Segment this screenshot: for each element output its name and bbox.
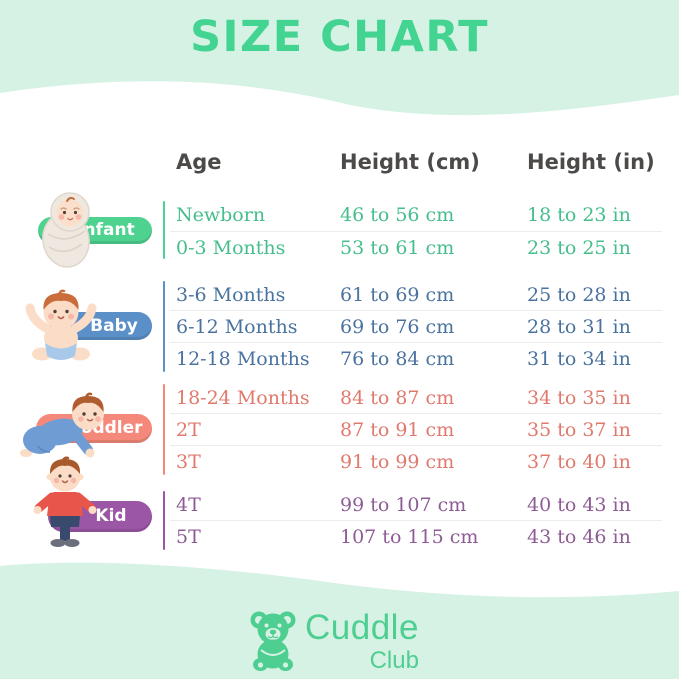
height-cm-cell: 91 to 99 cm [340, 451, 455, 473]
sitting-baby-illustration [25, 289, 97, 361]
baby-accent-line [163, 281, 165, 372]
table-row-5t: 5T 107 to 115 cm 43 to 46 in [0, 521, 679, 553]
teddy-bear-icon [250, 611, 296, 671]
height-cm-cell: 53 to 61 cm [340, 237, 455, 259]
height-in-cell: 18 to 23 in [527, 204, 631, 226]
age-cell: 18-24 Months [176, 387, 310, 409]
height-cm-cell: 99 to 107 cm [340, 494, 467, 516]
height-cm-cell: 107 to 115 cm [340, 526, 479, 548]
age-cell: 2T [176, 419, 201, 441]
age-cell: Newborn [176, 204, 266, 226]
standing-kid-illustration [33, 456, 97, 547]
crawling-toddler-illustration [20, 392, 104, 458]
height-cm-cell: 87 to 91 cm [340, 419, 455, 441]
column-header-height-cm: Height (cm) [340, 150, 480, 174]
height-in-cell: 31 to 34 in [527, 348, 631, 370]
row-divider [170, 520, 662, 521]
height-in-cell: 23 to 25 in [527, 237, 631, 259]
brand-logo-text: Cuddle Club [305, 608, 419, 674]
height-in-cell: 25 to 28 in [527, 284, 631, 306]
height-cm-cell: 84 to 87 cm [340, 387, 455, 409]
height-in-cell: 37 to 40 in [527, 451, 631, 473]
row-divider [170, 413, 662, 414]
age-cell: 3T [176, 451, 201, 473]
toddler-accent-line [163, 384, 165, 475]
table-row-3-6-months: 3-6 Months 61 to 69 cm 25 to 28 in [0, 279, 679, 311]
brand-logo: Cuddle Club [246, 608, 419, 674]
height-in-cell: 35 to 37 in [527, 419, 631, 441]
row-divider [170, 231, 662, 232]
height-in-cell: 43 to 46 in [527, 526, 631, 548]
age-cell: 0-3 Months [176, 237, 286, 259]
column-header-height-in: Height (in) [527, 150, 655, 174]
row-divider [170, 310, 662, 311]
height-cm-cell: 76 to 84 cm [340, 348, 455, 370]
height-cm-cell: 69 to 76 cm [340, 316, 455, 338]
height-in-cell: 28 to 31 in [527, 316, 631, 338]
age-cell: 3-6 Months [176, 284, 286, 306]
kid-accent-line [163, 491, 165, 550]
page-title: SIZE CHART [190, 12, 489, 62]
age-cell: 12-18 Months [176, 348, 310, 370]
column-header-age: Age [176, 150, 222, 174]
table-row-4t: 4T 99 to 107 cm 40 to 43 in [0, 489, 679, 521]
infant-badge-label: Infant [77, 220, 135, 240]
age-cell: 5T [176, 526, 201, 548]
table-row-newborn: Newborn 46 to 56 cm 18 to 23 in [0, 199, 679, 231]
table-row-2t: 2T 87 to 91 cm 35 to 37 in [0, 414, 679, 446]
height-cm-cell: 46 to 56 cm [340, 204, 455, 226]
infant-accent-line [163, 201, 165, 259]
table-row-0-3-months: 0-3 Months 53 to 61 cm 23 to 25 in [0, 232, 679, 264]
table-row-3t: 3T 91 to 99 cm 37 to 40 in [0, 446, 679, 478]
age-cell: 4T [176, 494, 201, 516]
row-divider [170, 342, 662, 343]
brand-name: Cuddle [305, 608, 419, 647]
height-in-cell: 34 to 35 in [527, 387, 631, 409]
brand-subname: Club [369, 647, 419, 674]
age-cell: 6-12 Months [176, 316, 298, 338]
height-cm-cell: 61 to 69 cm [340, 284, 455, 306]
kid-badge-label: Kid [95, 506, 127, 526]
row-divider [170, 445, 662, 446]
swaddled-infant-illustration [42, 192, 90, 268]
baby-badge-label: Baby [90, 316, 138, 336]
table-row-18-24-months: 18-24 Months 84 to 87 cm 34 to 35 in [0, 382, 679, 414]
table-row-12-18-months: 12-18 Months 76 to 84 cm 31 to 34 in [0, 343, 679, 375]
height-in-cell: 40 to 43 in [527, 494, 631, 516]
table-row-6-12-months: 6-12 Months 69 to 76 cm 28 to 31 in [0, 311, 679, 343]
